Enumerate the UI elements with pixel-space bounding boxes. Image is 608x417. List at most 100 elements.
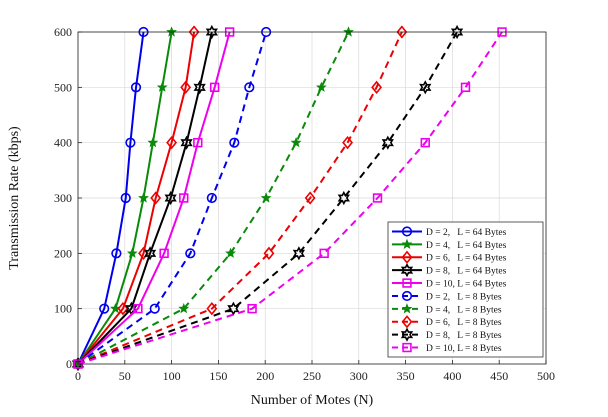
legend-label: D = 2, L = 64 Bytes [426,228,507,238]
series-line [77,31,145,365]
data-point-marker [304,191,316,205]
y-tick-label: 300 [54,191,72,205]
data-point-marker [372,193,383,203]
x-tick-label: 400 [443,369,461,383]
legend-entry: D = 4, L = 8 Bytes [392,303,502,315]
legend-marker [401,226,413,237]
y-tick-label: 400 [54,136,72,150]
legend-marker [400,263,414,278]
data-point-marker [343,26,354,37]
legend-label: D = 4, L = 64 Bytes [426,241,507,251]
data-point-marker [188,25,200,39]
data-point-marker [117,302,129,316]
data-point-marker [147,136,159,148]
data-point-marker [247,303,257,314]
data-point-marker [178,302,190,314]
data-point-marker [180,135,193,150]
legend-entry: D = 8, L = 8 Bytes [392,327,502,342]
data-point-marker [143,246,157,261]
legend-label: D = 2, L = 8 Bytes [426,292,502,302]
data-point-marker [156,81,168,92]
data-point-marker [179,193,189,203]
data-point-marker [244,82,255,93]
legend-entry: D = 4, L = 64 Bytes [392,238,507,251]
legend-marker [401,250,413,264]
series-line [77,31,213,365]
data-point-marker [164,190,177,206]
y-tick-label: 0 [66,357,72,371]
x-tick-label: 500 [537,369,555,383]
x-tick-label: 450 [490,369,508,383]
y-tick-label: 600 [54,25,72,39]
legend-entry: D = 10, L = 64 Bytes [392,278,507,289]
data-point-marker [205,24,218,40]
data-point-marker [229,137,240,148]
data-point-marker [420,137,430,148]
data-point-marker [149,303,160,314]
data-point-marker [166,136,178,150]
x-tick-label: 50 [119,369,131,383]
legend-entry: D = 10, L = 8 Bytes [392,342,502,354]
x-axis-title: Number of Motes (N) [251,393,374,408]
data-point-marker [166,26,178,37]
data-point-marker [260,192,272,203]
series-line [77,31,503,365]
data-point-marker [185,248,196,259]
data-point-marker [126,247,138,258]
series-line [77,31,231,365]
legend-label: D = 6, L = 64 Bytes [426,254,507,264]
data-point-marker [315,81,327,92]
legend-marker [401,315,413,329]
data-point-marker [290,136,302,148]
data-point-marker [111,248,122,259]
data-point-marker [337,190,350,206]
data-point-marker [120,192,131,204]
series-7 [72,26,354,369]
data-point-marker [180,80,192,94]
x-tick-label: 300 [350,369,368,383]
legend-label: D = 4, L = 8 Bytes [426,305,502,315]
data-point-marker [150,191,162,205]
legend-marker [401,290,413,302]
y-tick-label: 500 [54,80,72,94]
y-tick-label: 200 [54,246,72,260]
data-point-marker [419,80,432,95]
y-axis-ticks: 0 100 200 300 400 500 600 [54,25,82,371]
legend-marker [401,238,413,249]
data-point-marker [396,25,408,39]
data-point-marker [381,135,394,150]
legend-marker [402,342,412,353]
legend-label: D = 6, L = 8 Bytes [426,318,502,328]
series-line [77,31,268,365]
data-point-marker [225,247,236,258]
data-point-marker [130,82,142,93]
legend-entry: D = 2, L = 8 Bytes [392,290,502,302]
legend-entry: D = 2, L = 64 Bytes [392,226,507,238]
x-tick-label: 250 [303,369,321,383]
data-point-marker [159,248,169,259]
data-point-marker [193,80,206,95]
data-point-marker [193,137,203,148]
legend-label: D = 10, L = 8 Bytes [426,344,502,354]
data-point-marker [206,302,218,316]
y-axis-title: Transmission Rate (kbps) [7,126,22,270]
data-point-marker [206,192,217,204]
data-point-marker [450,24,464,40]
legend-marker [400,327,414,342]
x-tick-label: 150 [209,369,227,383]
x-tick-label: 200 [256,369,274,383]
legend-label: D = 10, L = 64 Bytes [426,279,507,289]
legend-entry: D = 6, L = 64 Bytes [392,250,507,264]
x-tick-label: 100 [163,369,181,383]
series-line [77,31,196,365]
x-tick-label: 350 [397,369,415,383]
series-line [77,31,458,365]
data-point-marker [133,303,143,314]
data-point-marker [227,301,240,316]
legend-label: D = 8, L = 8 Bytes [426,331,502,341]
series-line [77,31,403,365]
data-point-marker [138,192,149,203]
y-tick-label: 100 [54,302,72,316]
legend: D = 2, L = 64 Bytes D = 4, L = 64 Bytes D … [387,221,544,358]
